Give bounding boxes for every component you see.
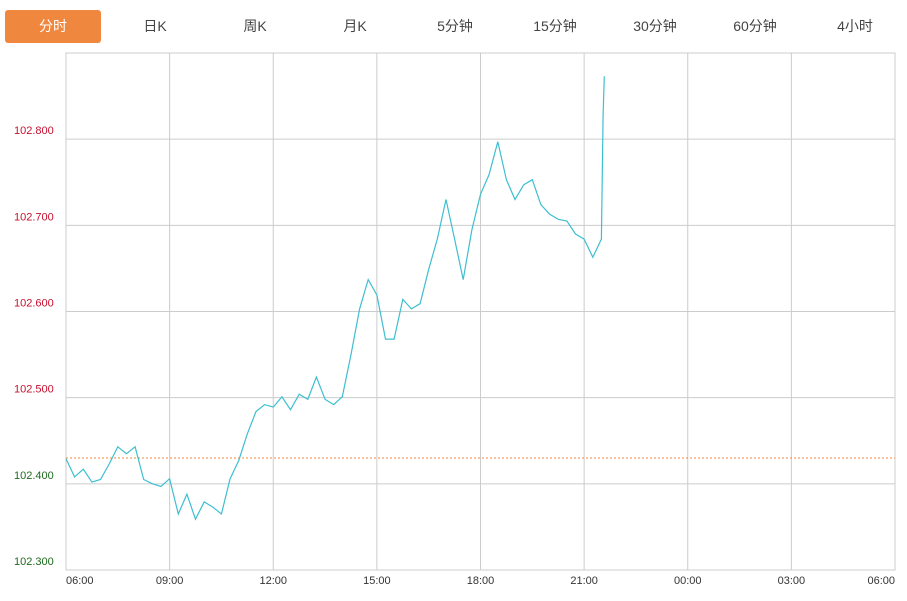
y-tick-label: 102.500 [14, 384, 54, 396]
y-tick-label: 102.300 [14, 556, 54, 568]
tab[interactable]: 60分钟 [733, 18, 777, 34]
x-tick-label: 03:00 [778, 575, 806, 587]
x-tick-label: 21:00 [570, 575, 598, 587]
y-tick-label: 102.400 [14, 470, 54, 482]
y-tick-label: 102.800 [14, 125, 54, 137]
tab[interactable]: 5分钟 [437, 18, 473, 34]
y-tick-label: 102.600 [14, 298, 54, 310]
x-tick-label: 12:00 [259, 575, 287, 587]
x-tick-label: 06:00 [867, 575, 895, 587]
x-tick-label: 00:00 [674, 575, 702, 587]
x-tick-label: 18:00 [467, 575, 495, 587]
tab-bar: 分时 日K 周K 月K 5分钟 15分钟 30分钟 60分钟 4小时 [5, 10, 905, 43]
x-tick-label: 09:00 [156, 575, 184, 587]
y-tick-label: 102.700 [14, 211, 54, 223]
price-line [65, 76, 605, 521]
tab[interactable]: 周K [243, 18, 267, 34]
tab[interactable]: 分时 [5, 10, 101, 43]
tab[interactable]: 30分钟 [633, 18, 677, 34]
x-tick-label: 06:00 [66, 575, 94, 587]
tab[interactable]: 月K [343, 18, 367, 34]
tab[interactable]: 日K [143, 18, 167, 34]
x-tick-label: 15:00 [363, 575, 391, 587]
tab[interactable]: 4小时 [837, 18, 873, 34]
tab[interactable]: 15分钟 [533, 18, 577, 34]
